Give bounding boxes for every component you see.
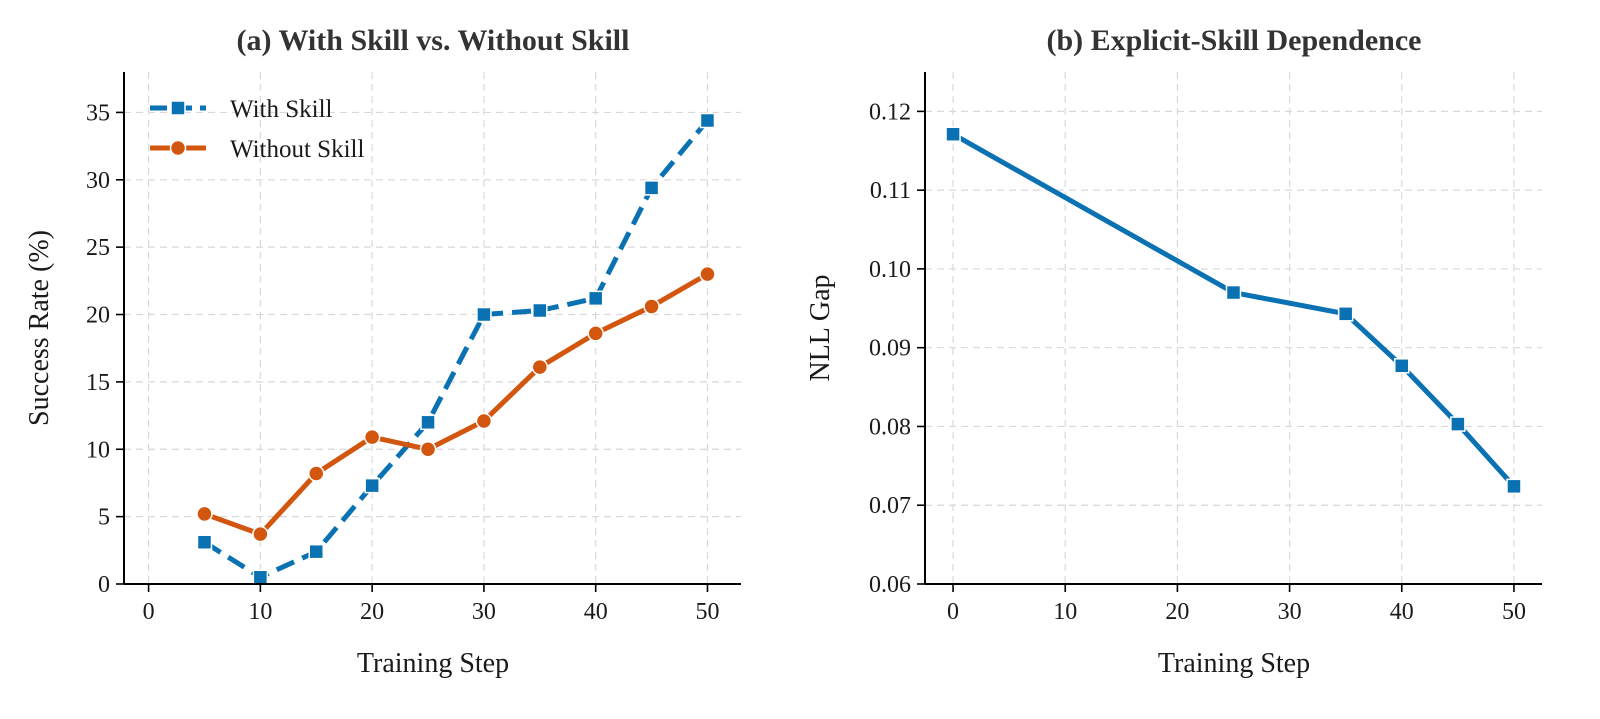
panel-a-without-skill-point (475, 412, 493, 430)
panel-b-series-1-point (1506, 478, 1522, 495)
panel-b-y-tick-label: 0.06 (869, 572, 911, 598)
panel-b-x-tick-label: 10 (1053, 599, 1077, 625)
legend-with-skill-label: With Skill (230, 96, 333, 123)
panel-b-series-1-point (1394, 358, 1410, 374)
panel-a-without-skill-point (363, 428, 381, 446)
panel-b-y-tick-label: 0.08 (869, 414, 911, 440)
panel-b-series-1-point (1450, 416, 1466, 432)
panel-a-with-skill-point (420, 414, 436, 431)
panel-b-x-tick-label: 0 (947, 599, 959, 625)
panel-a-x-axis-label: Training Step (357, 648, 509, 679)
panel-a-with-skill-point (196, 534, 213, 550)
panel-a-with-skill-point (364, 477, 380, 494)
panel-b-series-1-point (945, 126, 961, 142)
panel-a-with-skill-point (587, 290, 604, 307)
panel-a-without-skill-point (587, 325, 604, 342)
panel-a-x-tick-label: 30 (472, 599, 496, 625)
panel-a-with-skill-point (252, 569, 269, 586)
panel-a-y-axis-label: Success Rate (%) (24, 230, 55, 426)
panel-a-y-tick-label: 10 (86, 437, 110, 463)
legend-with-skill-marker (170, 100, 186, 116)
panel-b-y-tick-label: 0.07 (869, 493, 911, 519)
panel-b-x-axis-label: Training Step (1158, 648, 1310, 679)
panel-a-x-tick-label: 0 (143, 599, 155, 625)
panel-a-y-tick-label: 5 (98, 505, 110, 531)
panel-a-without-skill-point (252, 525, 269, 543)
panel-b-grid (925, 72, 1542, 585)
panel-b-x-tick-label: 30 (1278, 599, 1302, 625)
panel-a-with-skill-point (699, 112, 716, 129)
panel-a-y-tick-label: 35 (86, 100, 110, 126)
panel-b-ticks: 0 10 20 30 40 50 0.06 0.07 0.08 0.09 0.10 0.11 0.12 (869, 99, 1526, 625)
chart-panel-b: (b) Explicit-Skill Dependence 0 10 20 30 40 5… (805, 24, 1542, 679)
panel-b-y-tick-label: 0.09 (869, 336, 911, 362)
panel-a-ticks: 0 10 20 30 40 50 0 5 10 15 20 25 30 35 (86, 100, 719, 625)
panel-b-x-tick-label: 40 (1390, 599, 1414, 625)
panel-a-with-skill-line (203, 118, 710, 580)
panel-a-y-tick-label: 0 (98, 572, 110, 598)
panel-a-without-skill-point (308, 465, 325, 482)
panel-a-legend: With Skill Without Skill (150, 96, 364, 163)
panel-a-without-skill-point (196, 505, 213, 523)
panel-b-x-tick-label: 20 (1165, 599, 1189, 625)
panel-a-without-skill-point (419, 441, 437, 458)
panel-a-y-tick-label: 30 (86, 168, 110, 194)
panel-a-series (196, 112, 716, 586)
panel-a-x-tick-label: 10 (248, 599, 272, 625)
chart-panel-a: (a) With Skill vs. Without Skill 0 10 20 30… (24, 24, 741, 679)
panel-a-x-tick-label: 20 (360, 599, 384, 625)
panel-a-without-skill-point (699, 265, 716, 283)
panel-b-y-tick-label: 0.12 (869, 99, 911, 125)
legend-without-skill-label: Without Skill (230, 136, 364, 163)
panel-b-series-1-point (1225, 284, 1242, 301)
panel-b-title: (b) Explicit-Skill Dependence (1046, 24, 1421, 57)
panel-a-title: (a) With Skill vs. Without Skill (237, 24, 630, 57)
panel-a-x-tick-label: 50 (695, 599, 719, 625)
panel-a-without-skill-line (203, 271, 709, 537)
panel-b-y-tick-label: 0.11 (870, 178, 911, 204)
panel-b-y-tick-label: 0.10 (869, 257, 911, 283)
legend-without-skill-marker (169, 139, 187, 157)
panel-a-with-skill-point (308, 543, 325, 560)
panel-a-y-tick-label: 15 (86, 370, 110, 396)
panel-b-y-axis-label: NLL Gap (805, 274, 836, 381)
panel-a-with-skill-point (532, 302, 548, 319)
panel-b-x-tick-label: 50 (1502, 599, 1526, 625)
panel-a-grid (124, 72, 741, 585)
panel-a-y-tick-label: 25 (86, 235, 110, 261)
panel-a-without-skill-point (643, 298, 660, 315)
panel-a-with-skill-point (476, 306, 492, 323)
panel-b-series-1-line (951, 132, 1516, 488)
panel-b-series (945, 126, 1522, 495)
panel-b-series-1-point (1337, 306, 1354, 322)
panel-a-y-tick-label: 20 (86, 303, 110, 329)
panel-a-with-skill-point (643, 180, 660, 196)
panel-a-without-skill-point (531, 358, 549, 376)
panel-a-x-tick-label: 40 (584, 599, 608, 625)
